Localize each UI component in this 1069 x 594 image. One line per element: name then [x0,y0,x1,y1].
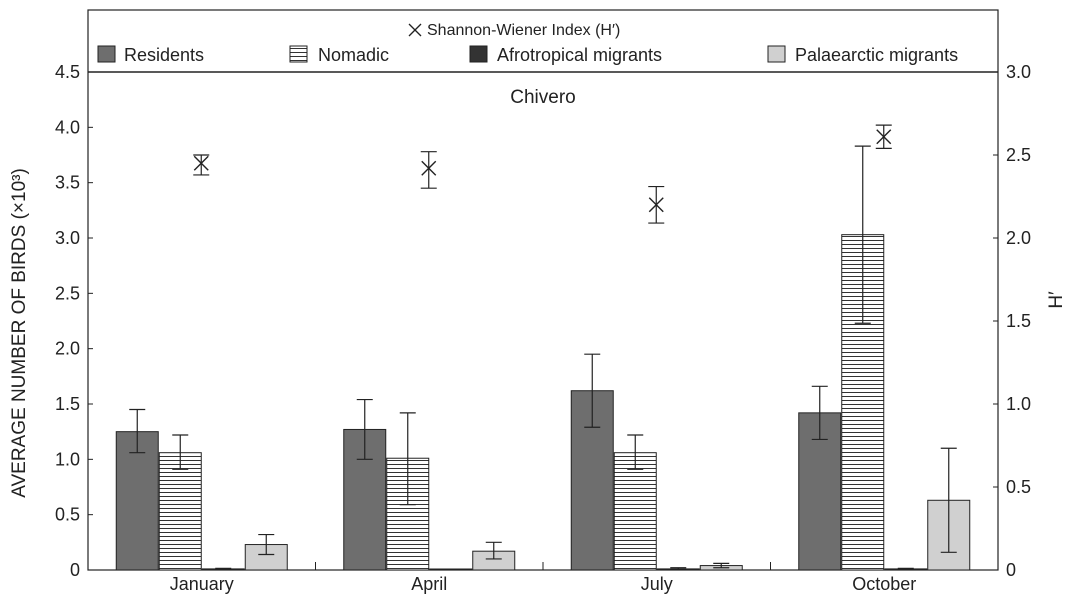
y2-tick-label: 2.5 [1006,145,1031,165]
y2-axis-label: H′ [1046,291,1067,309]
y2-tick-label: 2.0 [1006,228,1031,248]
x-tick-label: July [641,574,673,594]
bar [613,452,657,571]
legend-label-index: Shannon-Wiener Index (H′) [427,22,620,39]
y-tick-label: 4.5 [55,62,80,82]
index-marker [648,197,664,213]
y-tick-label: 4.0 [55,117,80,137]
legend-label-palaearctic: Palaearctic migrants [795,45,958,65]
index-marker-stroke [193,155,209,171]
legend-label-afrotropical: Afrotropical migrants [497,45,662,65]
index-marker [876,129,892,145]
y2-tick-label: 1.5 [1006,311,1031,331]
legend-swatch-afrotropical [469,45,488,63]
x-tick-label: April [411,574,447,594]
legend: Shannon-Wiener Index (H′) Residents Noma… [97,22,958,65]
legend-swatch-residents [97,45,116,63]
bar [429,568,473,571]
y-tick-label: 2.0 [55,339,80,359]
y2-tick-label: 0.5 [1006,477,1031,497]
x-tick-label: October [852,574,916,594]
y2-tick-label: 0 [1006,560,1016,580]
y-tick-label: 0 [70,560,80,580]
index-marker [193,155,209,171]
y-tick-label: 1.0 [55,449,80,469]
legend-label-nomadic: Nomadic [318,45,389,65]
legend-index-marker [408,23,422,37]
y-tick-label: 1.5 [55,394,80,414]
y-tick-label: 0.5 [55,505,80,525]
y2-tick-label: 3.0 [1006,62,1031,82]
y-tick-label: 3.0 [55,228,80,248]
legend-swatch-palaearctic [767,45,786,63]
index-marker-stroke [648,197,664,213]
y2-tick-label: 1.0 [1006,394,1031,414]
y-tick-label: 2.5 [55,283,80,303]
y-tick-label: 3.5 [55,173,80,193]
index-marker-stroke [421,160,437,176]
chart-subtitle: Chivero [510,87,575,108]
index-marker-stroke [876,129,892,145]
bar [158,452,202,571]
bar [115,431,159,571]
legend-swatch-nomadic [289,45,308,63]
y-axis-label: AVERAGE NUMBER OF BIRDS (×10³) [9,168,30,498]
x-tick-label: January [170,574,234,594]
index-marker [421,160,437,176]
legend-label-residents: Residents [124,45,204,65]
